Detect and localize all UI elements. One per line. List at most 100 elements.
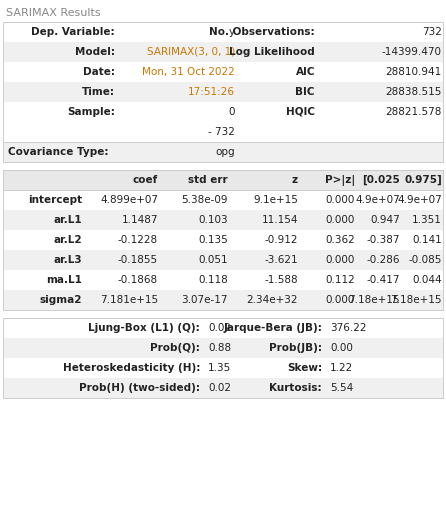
Text: Skew:: Skew: <box>287 363 322 373</box>
Text: ar.L1: ar.L1 <box>54 215 82 225</box>
Text: 0.000: 0.000 <box>326 295 355 305</box>
Text: 0.135: 0.135 <box>198 235 228 245</box>
Text: SARIMAX Results: SARIMAX Results <box>6 8 101 18</box>
Bar <box>3 338 443 358</box>
Bar <box>3 102 443 122</box>
Text: Prob(JB):: Prob(JB): <box>269 343 322 353</box>
Text: 9.1e+15: 9.1e+15 <box>253 195 298 205</box>
Bar <box>3 62 443 82</box>
Text: -0.912: -0.912 <box>264 235 298 245</box>
Text: 0.000: 0.000 <box>326 195 355 205</box>
Bar <box>3 318 443 338</box>
Text: 4.9e+07: 4.9e+07 <box>397 195 442 205</box>
Text: 0.000: 0.000 <box>326 215 355 225</box>
Bar <box>3 170 443 190</box>
Bar <box>3 190 443 210</box>
Text: 5.38e-09: 5.38e-09 <box>182 195 228 205</box>
Text: z: z <box>292 175 298 185</box>
Bar <box>3 142 443 162</box>
Bar <box>3 318 443 398</box>
Text: ar.L3: ar.L3 <box>54 255 82 265</box>
Text: y: y <box>229 27 235 37</box>
Bar <box>3 142 443 162</box>
Text: -3.621: -3.621 <box>264 255 298 265</box>
Text: SARIMAX(3, 0, 1): SARIMAX(3, 0, 1) <box>147 47 235 57</box>
Text: 5.54: 5.54 <box>330 383 353 393</box>
Text: 7.181e+15: 7.181e+15 <box>100 295 158 305</box>
Text: 0: 0 <box>228 107 235 117</box>
Text: coef: coef <box>133 175 158 185</box>
Text: -0.387: -0.387 <box>367 235 400 245</box>
Text: 0.141: 0.141 <box>412 235 442 245</box>
Text: AIC: AIC <box>296 67 315 77</box>
Text: 0.044: 0.044 <box>413 275 442 285</box>
Text: 1.1487: 1.1487 <box>121 215 158 225</box>
Text: Sample:: Sample: <box>67 107 115 117</box>
Text: 2.34e+32: 2.34e+32 <box>247 295 298 305</box>
Bar <box>3 122 443 142</box>
Text: 28810.941: 28810.941 <box>386 67 442 77</box>
Text: P>|z|: P>|z| <box>325 175 355 186</box>
Text: 0.02: 0.02 <box>208 323 231 333</box>
Text: -0.1855: -0.1855 <box>118 255 158 265</box>
Text: 0.112: 0.112 <box>325 275 355 285</box>
Text: Mon, 31 Oct 2022: Mon, 31 Oct 2022 <box>142 67 235 77</box>
Text: -0.417: -0.417 <box>367 275 400 285</box>
Text: intercept: intercept <box>28 195 82 205</box>
Bar <box>3 230 443 250</box>
Text: 4.899e+07: 4.899e+07 <box>100 195 158 205</box>
Text: 0.000: 0.000 <box>326 255 355 265</box>
Text: 0.947: 0.947 <box>370 215 400 225</box>
Text: -14399.470: -14399.470 <box>382 47 442 57</box>
Text: -0.1868: -0.1868 <box>118 275 158 285</box>
Bar <box>3 358 443 378</box>
Text: 4.9e+07: 4.9e+07 <box>355 195 400 205</box>
Bar <box>3 210 443 230</box>
Text: BIC: BIC <box>296 87 315 97</box>
Text: 1.35: 1.35 <box>208 363 231 373</box>
Text: -1.588: -1.588 <box>264 275 298 285</box>
Text: Dep. Variable:: Dep. Variable: <box>31 27 115 37</box>
Bar <box>3 170 443 190</box>
Bar <box>3 250 443 270</box>
Text: HQIC: HQIC <box>286 107 315 117</box>
Bar <box>3 42 443 62</box>
Text: 28838.515: 28838.515 <box>386 87 442 97</box>
Text: 3.07e-17: 3.07e-17 <box>182 295 228 305</box>
Text: Prob(Q):: Prob(Q): <box>150 343 200 353</box>
Bar <box>3 22 443 142</box>
Bar <box>3 82 443 102</box>
Text: ar.L2: ar.L2 <box>54 235 82 245</box>
Bar <box>3 22 443 42</box>
Text: Ljung-Box (L1) (Q):: Ljung-Box (L1) (Q): <box>88 323 200 333</box>
Bar <box>3 170 443 310</box>
Text: 7.18e+15: 7.18e+15 <box>348 295 400 305</box>
Text: ma.L1: ma.L1 <box>46 275 82 285</box>
Text: 1.351: 1.351 <box>412 215 442 225</box>
Text: - 732: - 732 <box>208 127 235 137</box>
Bar <box>3 270 443 290</box>
Text: Jarque-Bera (JB):: Jarque-Bera (JB): <box>223 323 322 333</box>
Text: Covariance Type:: Covariance Type: <box>8 147 108 157</box>
Text: -0.085: -0.085 <box>409 255 442 265</box>
Text: 28821.578: 28821.578 <box>386 107 442 117</box>
Text: Prob(H) (two-sided):: Prob(H) (two-sided): <box>79 383 200 393</box>
Text: 0.051: 0.051 <box>198 255 228 265</box>
Text: std err: std err <box>188 175 228 185</box>
Text: -0.1228: -0.1228 <box>118 235 158 245</box>
Text: Log Likelihood: Log Likelihood <box>229 47 315 57</box>
Text: Model:: Model: <box>75 47 115 57</box>
Text: No. Observations:: No. Observations: <box>209 27 315 37</box>
Text: [0.025: [0.025 <box>362 175 400 185</box>
Text: Time:: Time: <box>82 87 115 97</box>
Text: 17:51:26: 17:51:26 <box>188 87 235 97</box>
Text: opg: opg <box>215 147 235 157</box>
Text: 7.18e+15: 7.18e+15 <box>391 295 442 305</box>
Bar <box>3 378 443 398</box>
Text: 0.118: 0.118 <box>198 275 228 285</box>
Text: -0.286: -0.286 <box>367 255 400 265</box>
Text: sigma2: sigma2 <box>40 295 82 305</box>
Bar <box>3 290 443 310</box>
Text: 0.362: 0.362 <box>325 235 355 245</box>
Text: Date:: Date: <box>83 67 115 77</box>
